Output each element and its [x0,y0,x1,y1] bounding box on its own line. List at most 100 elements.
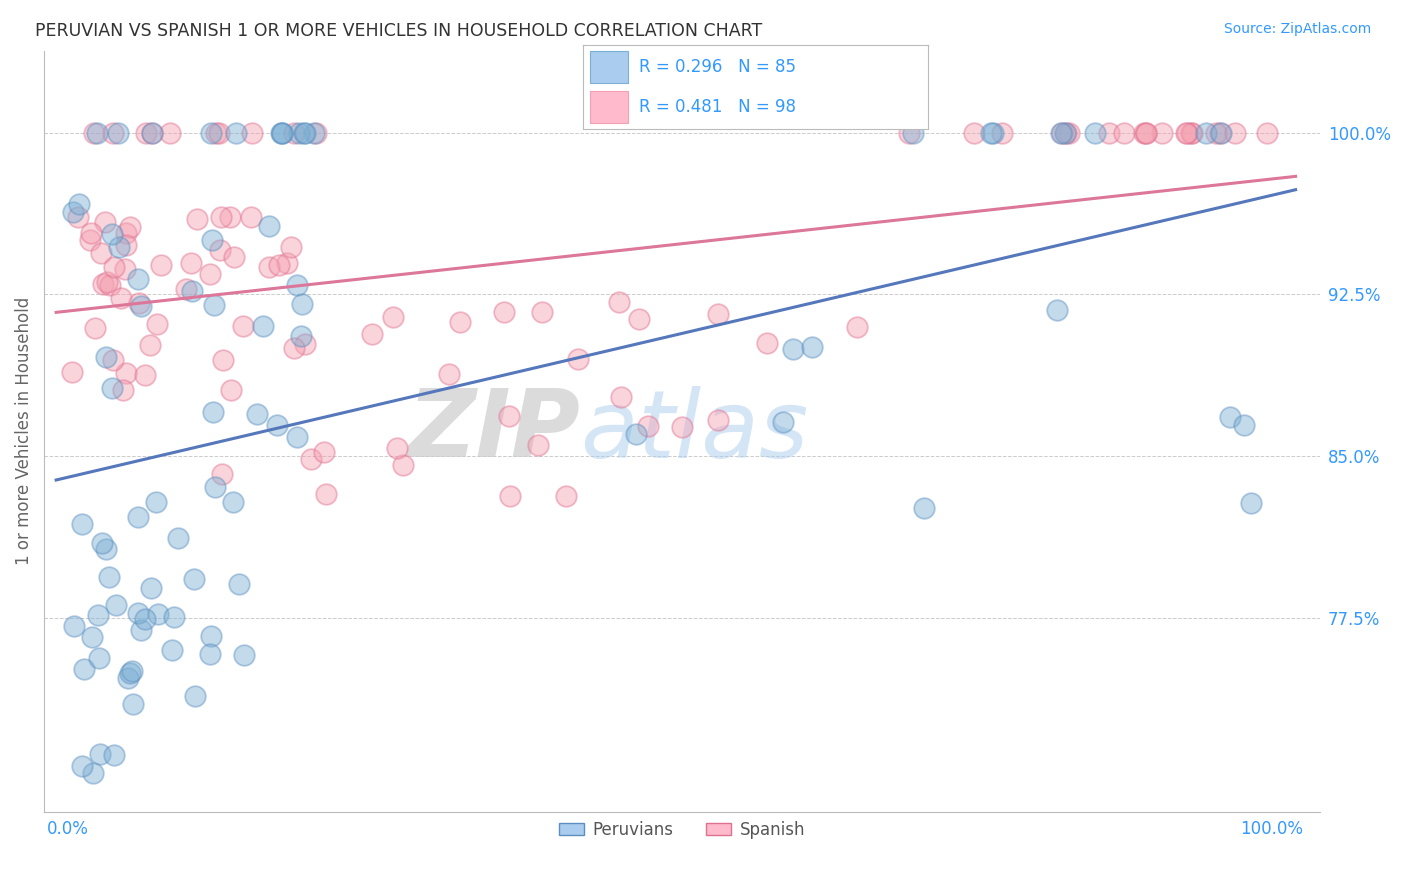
Point [131,299,153,313]
Point [266,417,288,432]
Point [90,246,112,260]
Point [148,607,170,621]
Point [201,405,224,419]
Point [89,651,111,665]
Point [1195,126,1218,140]
Point [610,390,633,404]
Point [115,367,138,381]
Point [204,480,226,494]
Point [1233,417,1256,432]
Point [163,609,186,624]
Point [530,304,553,318]
Point [242,126,264,140]
Point [198,647,221,661]
Point [131,623,153,637]
Point [118,666,141,681]
Point [160,643,183,657]
Point [181,284,204,298]
Point [98,277,121,292]
Point [288,126,311,140]
Point [127,607,149,621]
Point [271,126,294,140]
Point [110,291,132,305]
Point [222,494,245,508]
Point [67,196,90,211]
Point [912,501,935,516]
Point [89,747,111,761]
Point [145,317,167,331]
Point [1180,126,1202,140]
Point [183,572,205,586]
Point [108,240,131,254]
Point [111,384,134,398]
Point [228,577,250,591]
Point [225,126,247,140]
Point [627,312,650,326]
Point [1046,303,1069,318]
Point [128,296,150,310]
Point [103,260,125,275]
Point [315,487,337,501]
Point [159,126,181,140]
Point [134,612,156,626]
Point [94,215,117,229]
Point [607,294,630,309]
Point [121,664,143,678]
Point [83,126,105,140]
Point [280,239,302,253]
Point [567,351,589,366]
Point [87,608,110,623]
Point [141,581,163,595]
Point [382,310,405,324]
Y-axis label: 1 or more Vehicles in Household: 1 or more Vehicles in Household [15,297,32,566]
Point [82,765,104,780]
Point [84,321,107,335]
Point [499,489,522,503]
Point [202,298,225,312]
Point [498,409,520,423]
Text: PERUVIAN VS SPANISH 1 OR MORE VEHICLES IN HOUSEHOLD CORRELATION CHART: PERUVIAN VS SPANISH 1 OR MORE VEHICLES I… [35,22,762,40]
Point [101,353,124,368]
Point [314,445,336,459]
Point [671,420,693,434]
Point [624,426,647,441]
Point [637,418,659,433]
Point [114,261,136,276]
Point [70,516,93,531]
Point [257,260,280,274]
Point [127,271,149,285]
Point [285,430,308,444]
Point [63,618,86,632]
Point [437,367,460,381]
Point [707,307,730,321]
Point [901,126,924,140]
Point [981,126,1004,140]
Point [101,126,124,140]
Point [1114,126,1136,140]
Point [1223,126,1246,140]
Point [150,258,173,272]
Point [990,126,1012,140]
Point [120,219,142,234]
Point [294,337,316,351]
Point [96,275,118,289]
Point [360,326,382,341]
Point [101,381,124,395]
Text: R = 0.481   N = 98: R = 0.481 N = 98 [638,98,796,116]
Point [91,277,114,291]
Point [209,244,232,258]
Point [1054,126,1077,140]
Point [269,258,291,272]
Point [980,126,1002,140]
Point [114,226,136,240]
Point [105,598,128,612]
Point [219,383,242,397]
Point [86,126,108,140]
Point [219,211,242,225]
Point [107,126,129,140]
Point [232,318,254,333]
Point [94,541,117,556]
Point [290,329,312,343]
Point [246,407,269,421]
Point [392,458,415,472]
